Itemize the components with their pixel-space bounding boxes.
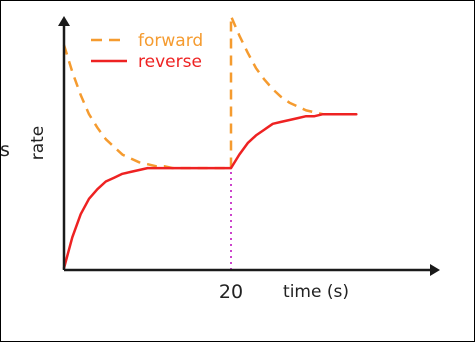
tick-label-layer: 20 [219, 281, 243, 303]
y-axis-label: rate [28, 126, 48, 161]
x-axis-arrowhead [430, 264, 440, 276]
edge-text: s [0, 139, 10, 161]
y-axis-arrowhead [58, 16, 70, 26]
legend-label-forward: forward [138, 31, 203, 51]
x-axis-label: time (s) [283, 282, 349, 302]
axes-layer [58, 16, 440, 276]
series-layer [62, 14, 358, 270]
legend-label-reverse: reverse [138, 52, 202, 72]
series-line-reverse [62, 112, 358, 270]
x-tick-label: 20 [219, 281, 243, 303]
